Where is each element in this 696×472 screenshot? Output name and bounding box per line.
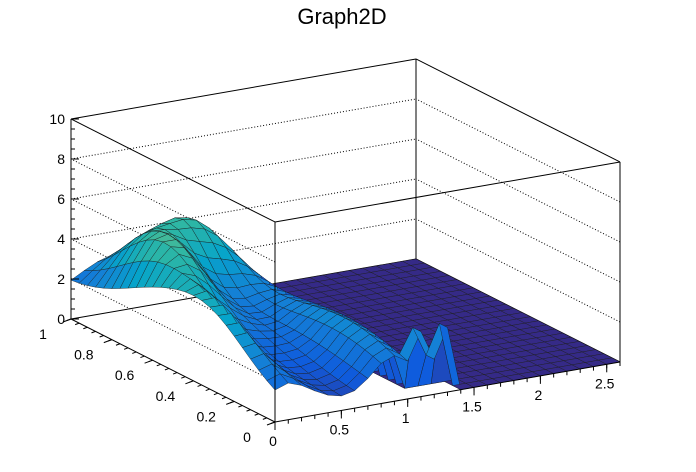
y-minor-tick xyxy=(115,343,121,346)
z-gridline-right xyxy=(415,138,621,243)
y-tick-label: 0.2 xyxy=(196,408,216,424)
x-tick-label: 0 xyxy=(269,433,277,449)
z-gridline-left xyxy=(70,158,276,263)
z-gridline-back xyxy=(70,98,417,160)
x-tick-label: 0.5 xyxy=(330,421,350,437)
z-gridline-right xyxy=(415,218,621,323)
y-minor-tick xyxy=(189,380,194,383)
x-tick-label: 1.5 xyxy=(462,398,482,414)
y-minor-tick xyxy=(254,413,259,416)
y-minor-tick xyxy=(172,372,178,375)
y-minor-tick xyxy=(140,355,145,359)
z-tick-label: 4 xyxy=(57,231,65,247)
x-tick-label: 2 xyxy=(534,387,542,403)
y-tick-label: 0.4 xyxy=(156,388,176,404)
y-minor-tick xyxy=(66,318,72,321)
y-minor-tick xyxy=(156,363,161,367)
y-minor-tick xyxy=(164,367,170,371)
y-minor-tick xyxy=(238,405,243,408)
z-tick-label: 2 xyxy=(57,271,65,287)
z-gridline-right xyxy=(415,98,621,203)
x-tick-label: 1 xyxy=(402,410,410,426)
y-tick-label: 0.8 xyxy=(74,347,94,363)
y-minor-tick xyxy=(83,326,88,330)
z-gridline-left xyxy=(70,238,276,343)
z-gridline-right xyxy=(415,178,621,283)
z-gridline-back xyxy=(70,178,417,240)
back-top-edge xyxy=(70,58,417,120)
y-minor-tick xyxy=(221,396,227,400)
y-minor-tick xyxy=(246,409,251,412)
y-minor-tick xyxy=(197,384,202,387)
x-tick-label: 2.5 xyxy=(595,375,615,391)
y-minor-tick xyxy=(148,359,153,363)
front-top-edge xyxy=(274,161,621,223)
y-minor-tick xyxy=(270,421,276,424)
z-gridline-back xyxy=(70,218,417,280)
z-gridline-back xyxy=(70,138,417,200)
right-top-edge xyxy=(415,58,621,163)
z-tick-label: 10 xyxy=(49,111,65,127)
z-tick-label: 8 xyxy=(57,151,65,167)
back-frame xyxy=(70,58,621,383)
y-tick-label: 0.6 xyxy=(115,367,135,383)
y-minor-tick xyxy=(107,339,112,342)
y-minor-tick xyxy=(181,376,186,379)
y-minor-tick xyxy=(123,347,129,350)
left-top-edge xyxy=(70,118,276,223)
y-axis-line xyxy=(70,318,276,423)
z-tick-label: 0 xyxy=(57,311,65,327)
y-minor-tick xyxy=(262,417,268,420)
z-gridline-left xyxy=(70,278,276,383)
y-minor-tick xyxy=(99,335,104,338)
y-minor-tick xyxy=(205,388,210,392)
y-minor-tick xyxy=(213,392,219,396)
surface-plot xyxy=(70,217,621,397)
z-tick-label: 6 xyxy=(57,191,65,207)
y-tick-label: 1 xyxy=(39,326,47,342)
y-tick-label: 0 xyxy=(243,429,251,445)
y-minor-tick xyxy=(230,400,235,404)
y-minor-tick xyxy=(91,330,96,334)
y-minor-tick xyxy=(132,351,137,354)
chart-title: Graph2D xyxy=(297,4,386,29)
y-minor-tick xyxy=(74,322,80,326)
